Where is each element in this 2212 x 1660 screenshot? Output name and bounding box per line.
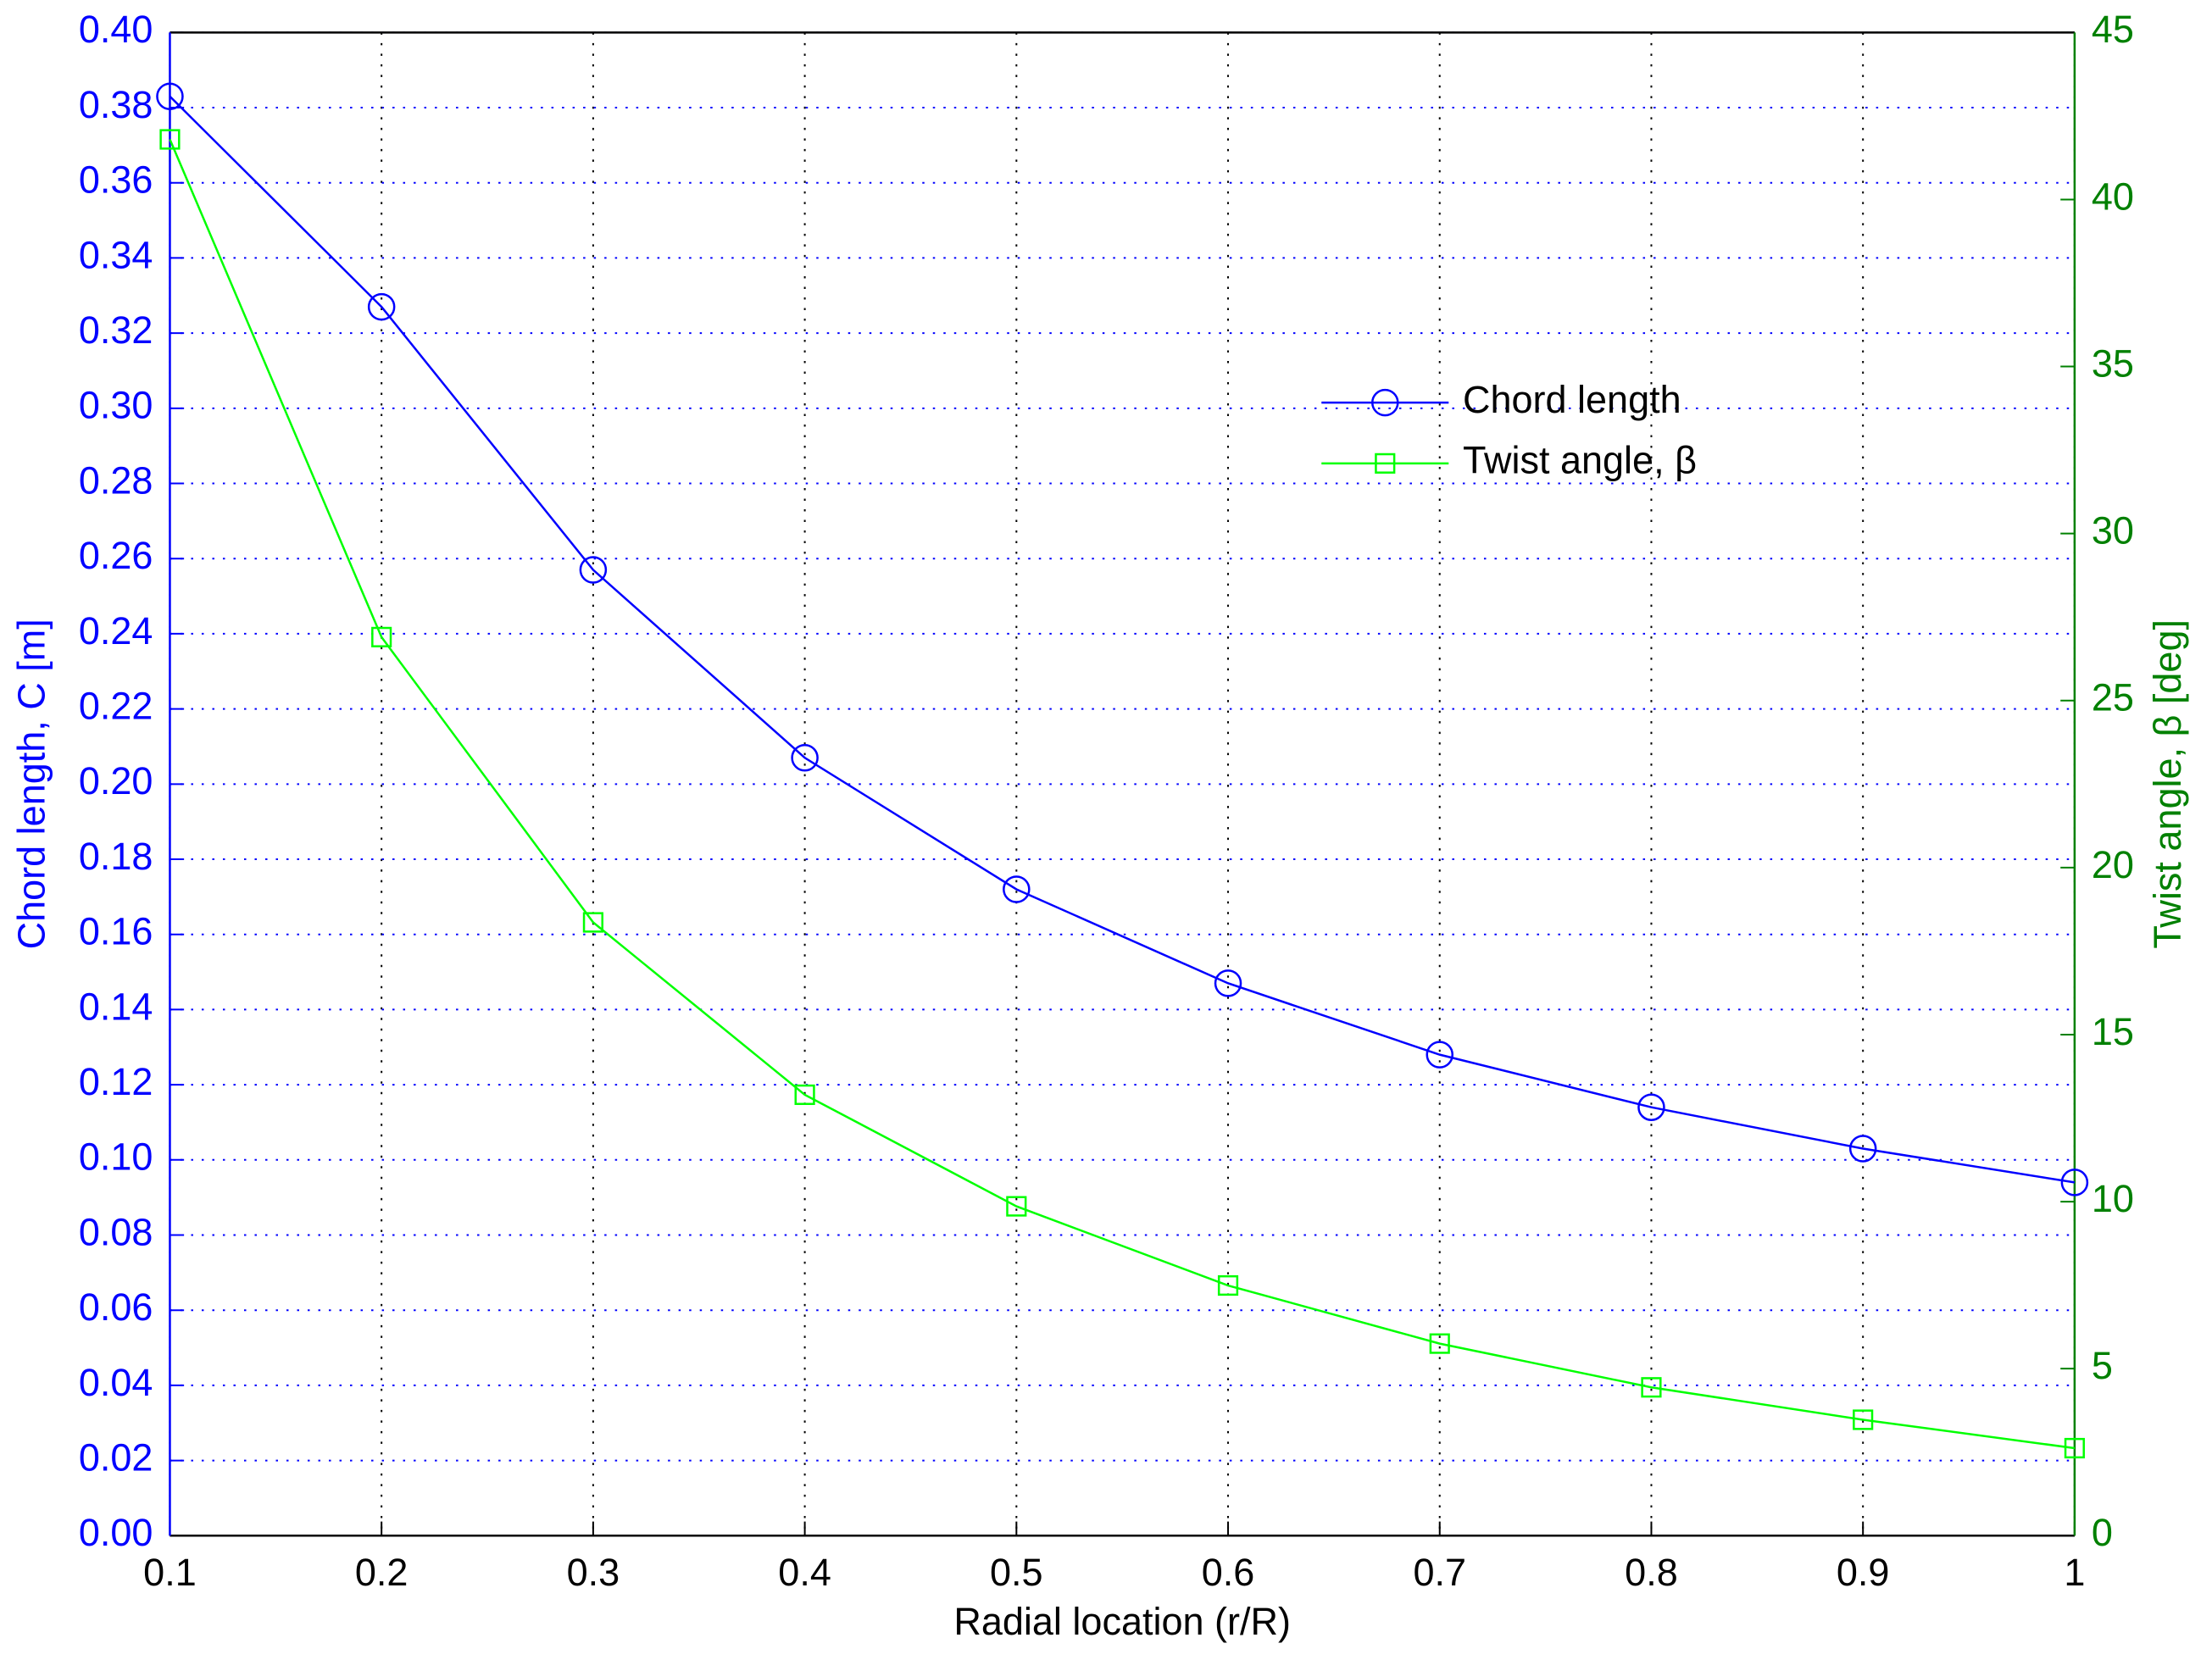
data-point	[2060, 1169, 2089, 1196]
y2-tick-label: 45	[2092, 8, 2134, 51]
x-tick-label: 0.7	[1413, 1551, 1466, 1594]
y-tick-label: 0.28	[79, 458, 153, 502]
data-point	[1429, 1333, 1450, 1354]
data-point	[1848, 1135, 1877, 1163]
data-point	[159, 129, 181, 150]
series-line	[169, 95, 2076, 1184]
y-tick-label: 0.08	[79, 1210, 153, 1253]
data-point	[371, 626, 392, 647]
y2-tick-label: 20	[2092, 843, 2134, 886]
y-tick-label: 0.32	[79, 308, 153, 352]
legend-marker	[1375, 452, 1396, 474]
data-point	[367, 292, 396, 321]
y-tick-label: 0.36	[79, 158, 153, 202]
legend-marker	[1371, 388, 1399, 417]
y-tick-label: 0.26	[79, 534, 153, 577]
y2-tick-label: 5	[2092, 1344, 2113, 1387]
y-tick-label: 0.18	[79, 835, 153, 878]
data-point	[156, 82, 184, 110]
y-tick-label: 0.02	[79, 1435, 153, 1479]
y-tick-label: 0.16	[79, 910, 153, 953]
x-axis-label: Radial location (r/R)	[953, 1600, 1291, 1643]
y-tick-label: 0.24	[79, 609, 153, 652]
x-tick-label: 0.4	[778, 1551, 831, 1594]
y2-tick-label: 40	[2092, 175, 2134, 218]
x-tick-label: 0.1	[143, 1551, 197, 1594]
y-tick-label: 0.12	[79, 1060, 153, 1103]
series-line	[169, 139, 2076, 1450]
data-point	[1003, 875, 1031, 903]
y2-tick-label: 0	[2092, 1511, 2113, 1554]
data-point	[1006, 1196, 1027, 1217]
legend-label: Chord length	[1463, 378, 1681, 421]
x-tick-label: 0.3	[567, 1551, 620, 1594]
y-tick-label: 0.04	[79, 1361, 153, 1404]
x-tick-label: 0.6	[1202, 1551, 1255, 1594]
data-point	[1426, 1041, 1454, 1069]
data-point	[1217, 1274, 1239, 1296]
y2-tick-label: 25	[2092, 676, 2134, 719]
data-point	[2064, 1437, 2085, 1459]
x-tick-label: 0.9	[1837, 1551, 1890, 1594]
y-tick-label: 0.00	[79, 1511, 153, 1554]
data-point	[794, 1084, 815, 1106]
data-point	[579, 556, 608, 584]
x-tick-label: 0.2	[355, 1551, 408, 1594]
data-point	[1214, 969, 1242, 997]
y2-tick-label: 10	[2092, 1177, 2134, 1220]
data-point	[1641, 1377, 1662, 1398]
data-point	[1637, 1093, 1665, 1121]
y2-axis-label: Twist angle, β [deg]	[2146, 619, 2189, 949]
x-tick-label: 0.8	[1625, 1551, 1678, 1594]
y-tick-label: 0.06	[79, 1285, 153, 1329]
y-tick-label: 0.20	[79, 759, 153, 802]
y-tick-label: 0.38	[79, 83, 153, 126]
x-tick-label: 0.5	[990, 1551, 1043, 1594]
y2-tick-label: 15	[2092, 1010, 2134, 1053]
data-point	[582, 912, 603, 933]
data-point	[791, 744, 819, 772]
x-tick-label: 1	[2064, 1551, 2085, 1594]
y-tick-label: 0.34	[79, 233, 153, 276]
y2-tick-label: 35	[2092, 341, 2134, 385]
y-tick-label: 0.40	[79, 8, 153, 51]
y-tick-label: 0.14	[79, 985, 153, 1028]
y-tick-label: 0.30	[79, 384, 153, 427]
legend-label: Twist angle, β	[1463, 439, 1697, 482]
data-point	[1853, 1409, 1874, 1430]
y2-tick-label: 30	[2092, 509, 2134, 552]
y-axis-label: Chord length, C [m]	[9, 619, 53, 949]
y-tick-label: 0.22	[79, 685, 153, 728]
y-tick-label: 0.10	[79, 1135, 153, 1179]
